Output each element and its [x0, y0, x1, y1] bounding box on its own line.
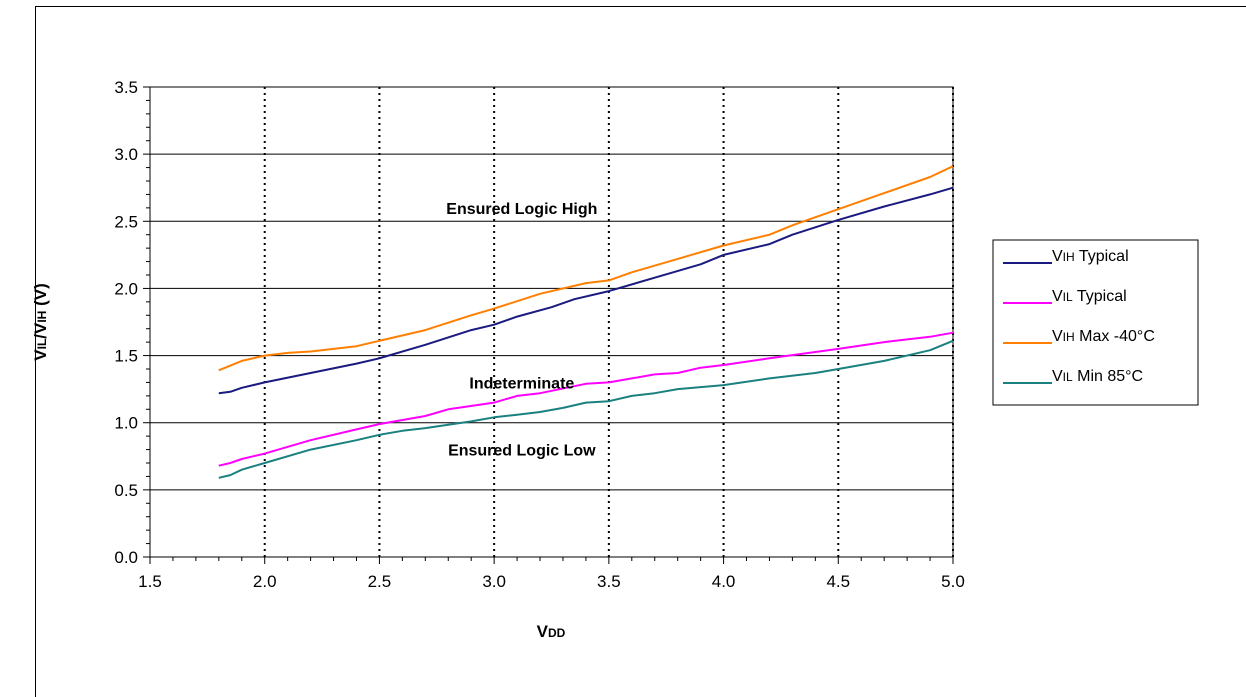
annotation-label: Ensured Logic High: [446, 201, 597, 218]
x-tick-label: 4.0: [712, 572, 736, 591]
y-tick-label: 3.0: [114, 145, 138, 164]
x-tick-label: 1.5: [138, 572, 162, 591]
legend-label: VIH Max -40°C: [1052, 328, 1155, 345]
y-tick-label: 2.5: [114, 212, 138, 231]
annotation-label: Ensured Logic Low: [448, 443, 596, 460]
grid-horizontal: [150, 153, 953, 491]
series-line-2: [218, 331, 954, 467]
y-tick-label: 1.0: [114, 414, 138, 433]
chart-frame: [35, 6, 1246, 697]
y-axis-title: VIL/VIH (V): [31, 283, 50, 360]
series-lines: [218, 165, 954, 479]
legend: VIH Typical VIL Typical VIH Max -40°C VIL M…: [992, 239, 1199, 406]
annotations: Ensured Logic High Indeterminate Ensured L…: [446, 201, 597, 460]
x-axis-title: VDD: [537, 622, 566, 641]
series-line-4: [218, 339, 954, 479]
x-axis: 1.5 2.0 2.5 3.0 3.5 4.0 4.5 5.0: [138, 557, 965, 591]
x-tick-label: 3.5: [597, 572, 621, 591]
chart-stage: 0.0 0.5 1.0 1.5 2.0 2.5 3.0 3.5 1.5 2.0 2.5 3.0 3.5…: [31, 6, 1246, 697]
grid-vertical: [263, 87, 954, 557]
legend-label: VIH Typical: [1052, 248, 1129, 265]
y-tick-label: 1.5: [114, 347, 138, 366]
annotation-label: Indeterminate: [469, 375, 574, 392]
series-line-3: [218, 165, 954, 372]
x-tick-label: 2.0: [253, 572, 277, 591]
y-axis: 0.0 0.5 1.0 1.5 2.0 2.5 3.0 3.5: [114, 78, 150, 567]
x-tick-label: 5.0: [941, 572, 965, 591]
legend-items: VIH Typical VIL Typical VIH Max -40°C VIL M…: [1003, 248, 1155, 385]
x-tick-label: 2.5: [368, 572, 392, 591]
legend-box: [992, 239, 1199, 406]
y-tick-label: 0.0: [114, 548, 138, 567]
chart-svg: 0.0 0.5 1.0 1.5 2.0 2.5 3.0 3.5 1.5 2.0 2.5 3.0 3.5…: [31, 78, 1199, 641]
x-tick-label: 4.5: [826, 572, 850, 591]
y-tick-label: 0.5: [114, 481, 138, 500]
legend-label: VIL Min 85°C: [1052, 368, 1143, 385]
series-line-1: [218, 186, 954, 395]
y-tick-label: 3.5: [114, 78, 138, 97]
plot-area: [149, 86, 954, 558]
legend-label: VIL Typical: [1052, 288, 1127, 305]
y-tick-label: 2.0: [114, 279, 138, 298]
x-tick-label: 3.0: [482, 572, 506, 591]
